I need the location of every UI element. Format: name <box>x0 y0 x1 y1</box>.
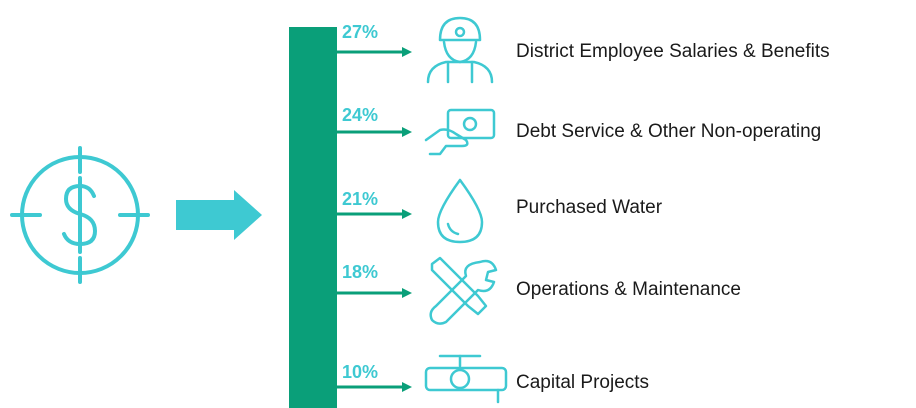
pointer-head <box>402 288 412 298</box>
category-label: Purchased Water <box>516 197 663 218</box>
pointer-head <box>402 382 412 392</box>
percent-label: 21% <box>342 189 378 209</box>
dollar-icon <box>10 146 150 284</box>
category-label: District Employee Salaries & Benefits <box>516 41 830 62</box>
percent-label: 18% <box>342 262 378 282</box>
category-label: Debt Service & Other Non-operating <box>516 121 821 142</box>
pointer-head <box>402 209 412 219</box>
category-label: Operations & Maintenance <box>516 279 741 300</box>
icon-cash <box>424 108 496 156</box>
pointer-head <box>402 127 412 137</box>
percent-label: 24% <box>342 105 378 125</box>
green-bar <box>289 27 337 408</box>
pointer-head <box>402 47 412 57</box>
icon-valve <box>424 354 508 404</box>
icon-worker <box>426 16 494 84</box>
flow-arrow <box>176 190 262 240</box>
percent-label: 10% <box>342 362 378 382</box>
icon-drop <box>436 178 484 244</box>
icon-tools <box>429 256 498 325</box>
category-label: Capital Projects <box>516 372 649 393</box>
percent-label: 27% <box>342 22 378 42</box>
